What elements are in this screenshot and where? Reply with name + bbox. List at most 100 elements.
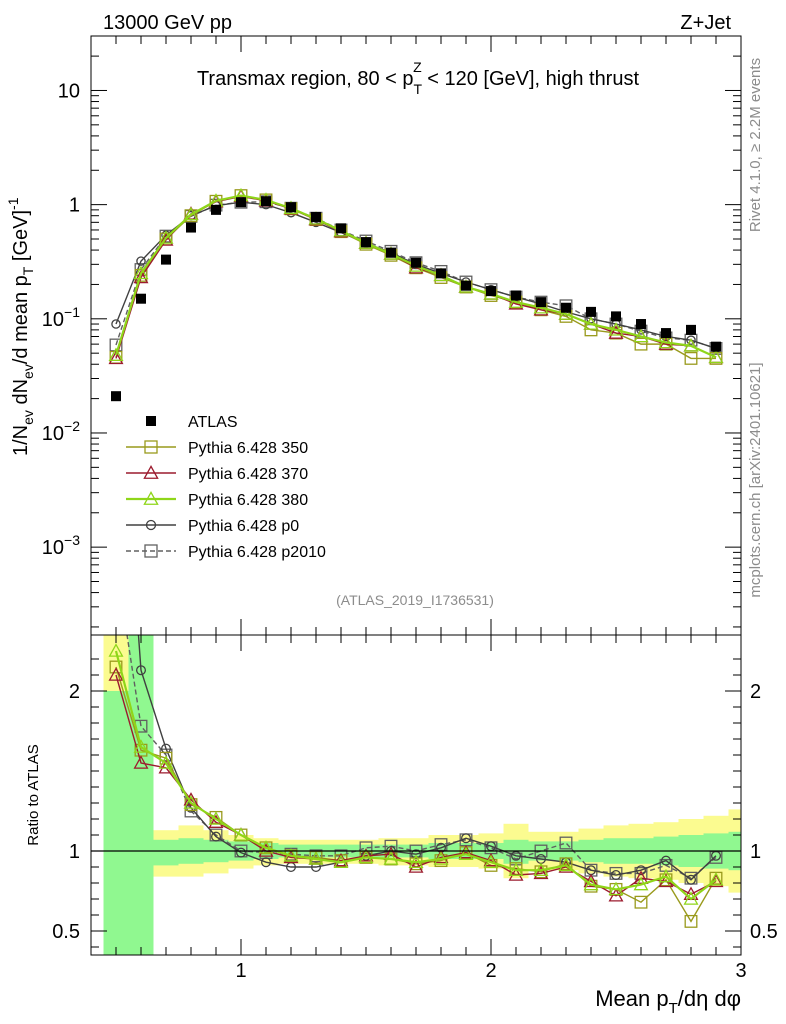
ratio-point-p380 bbox=[483, 854, 499, 868]
legend-item-atlas: ATLAS bbox=[146, 414, 238, 431]
point-p370 bbox=[133, 269, 149, 284]
ratio-point-p350 bbox=[634, 895, 648, 909]
main-series bbox=[108, 187, 724, 402]
point-p0 bbox=[111, 319, 121, 329]
legend-marker bbox=[144, 544, 158, 558]
main-y-tick-labels: 10−3 10−2 10−1 1 10 bbox=[42, 80, 80, 559]
legend-label: Pythia 6.428 370 bbox=[188, 466, 308, 483]
series-p380 bbox=[108, 187, 724, 364]
x-tick-label: 3 bbox=[735, 960, 746, 982]
band-green bbox=[153, 839, 179, 866]
ratio-y-tick-label-right: 2 bbox=[750, 681, 761, 703]
band-green bbox=[103, 691, 129, 955]
ratio-point-p380 bbox=[108, 643, 124, 657]
energy-label: 13000 GeV pp bbox=[103, 12, 232, 34]
legend-item-p370: Pythia 6.428 370 bbox=[126, 465, 308, 483]
ratio-y-tick-label: 0.5 bbox=[52, 921, 80, 943]
ratio-point-p370 bbox=[483, 852, 499, 867]
point-p0 bbox=[686, 335, 696, 345]
point-atlas bbox=[386, 247, 396, 258]
ratio-point-p370 bbox=[608, 888, 624, 902]
ratio-point-p380 bbox=[433, 851, 449, 865]
ratio-point-p380 bbox=[283, 848, 299, 862]
ratio-point-p380 bbox=[458, 846, 474, 860]
main-ticks bbox=[91, 35, 741, 635]
point-atlas bbox=[111, 391, 121, 402]
ratio-point-p370 bbox=[108, 667, 124, 681]
ratio-point-p0 bbox=[135, 665, 146, 676]
y-tick-label: 10−2 bbox=[42, 418, 80, 445]
band-green bbox=[128, 635, 154, 955]
point-atlas bbox=[161, 254, 171, 265]
point-atlas bbox=[711, 341, 721, 352]
legend-item-p350: Pythia 6.428 350 bbox=[126, 440, 308, 457]
ratio-ticks bbox=[91, 635, 741, 955]
series-p0 bbox=[111, 197, 721, 354]
ratio-panel: 0.5 0.5 1 1 2 2 1 2 3 Ratio to ATLAS Mean pT/dη… bbox=[25, 557, 778, 1017]
point-atlas bbox=[636, 319, 646, 330]
ratio-line-p0 bbox=[137, 635, 717, 881]
point-atlas bbox=[661, 328, 671, 339]
ratio-point-p2010 bbox=[559, 836, 573, 850]
series-p2010 bbox=[109, 195, 723, 355]
ratio-point-p2010 bbox=[110, 557, 122, 569]
ratio-point-p370 bbox=[533, 865, 549, 880]
ratio-ylabel: Ratio to ATLAS bbox=[25, 744, 42, 845]
ratio-point-p380 bbox=[133, 739, 149, 753]
point-atlas bbox=[561, 302, 571, 313]
ratio-point-p0 bbox=[661, 855, 672, 866]
point-atlas bbox=[611, 311, 621, 322]
ratio-point-p380 bbox=[558, 857, 574, 872]
ratio-point-p370 bbox=[258, 843, 274, 857]
analysis-watermark: (ATLAS_2019_I1736531) bbox=[336, 592, 494, 608]
point-atlas bbox=[286, 202, 296, 213]
point-atlas bbox=[236, 197, 246, 208]
ratio-point-p370 bbox=[358, 848, 374, 862]
ratio-point-p380 bbox=[608, 881, 624, 896]
ratio-point-p0 bbox=[210, 831, 221, 842]
ratio-point-p370 bbox=[133, 755, 149, 769]
point-atlas bbox=[586, 306, 596, 317]
point-atlas bbox=[461, 280, 471, 291]
x-axis-label: Mean pT/dη dφ bbox=[595, 986, 741, 1017]
point-atlas bbox=[361, 237, 371, 248]
ratio-y-tick-label-right: 1 bbox=[750, 841, 761, 863]
ratio-point-p380 bbox=[158, 755, 174, 769]
point-p380 bbox=[183, 206, 199, 221]
legend-marker bbox=[143, 491, 159, 505]
point-atlas bbox=[411, 257, 421, 268]
ratio-y-tick-label-right: 0.5 bbox=[750, 921, 778, 943]
ratio-point-p380 bbox=[683, 891, 699, 905]
point-atlas bbox=[211, 204, 221, 215]
ratio-point-p370 bbox=[333, 852, 349, 867]
ratio-series-p380 bbox=[108, 643, 724, 905]
ratio-point-p350 bbox=[109, 660, 123, 674]
ratio-point-p370 bbox=[583, 873, 599, 888]
legend-marker bbox=[145, 519, 157, 531]
ratio-y-tick-label: 1 bbox=[69, 841, 80, 863]
ratio-line-p380 bbox=[114, 650, 717, 901]
y-tick-label: 1 bbox=[69, 195, 80, 217]
series-line-p0 bbox=[115, 201, 717, 350]
point-p380 bbox=[658, 334, 674, 349]
ratio-point-p0 bbox=[460, 833, 471, 844]
ratio-point-p0 bbox=[611, 870, 622, 881]
legend-label: Pythia 6.428 p2010 bbox=[188, 544, 326, 561]
legend-item-p380: Pythia 6.428 380 bbox=[126, 491, 308, 509]
legend-label: Pythia 6.428 380 bbox=[188, 492, 308, 509]
legend-marker bbox=[146, 416, 156, 426]
ratio-point-p0 bbox=[636, 865, 647, 876]
ratio-point-p380 bbox=[358, 849, 374, 864]
ratio-point-p380 bbox=[658, 868, 674, 883]
main-ylabel: 1/Nev dNev/d mean pT [GeV]-1 bbox=[5, 197, 36, 456]
x-tick-labels: 1 2 3 bbox=[235, 960, 746, 982]
point-p380 bbox=[108, 347, 124, 361]
ratio-point-p370 bbox=[408, 859, 424, 873]
y-tick-label: 10 bbox=[58, 80, 80, 102]
process-label: Z+Jet bbox=[680, 12, 731, 34]
mcplots-label: mcplots.cern.ch [arXiv:2401.10621] bbox=[747, 362, 764, 597]
ratio-point-p380 bbox=[233, 827, 249, 841]
series-line-p370 bbox=[115, 195, 717, 359]
legend-label: Pythia 6.428 p0 bbox=[188, 518, 299, 535]
point-p380 bbox=[633, 328, 649, 343]
